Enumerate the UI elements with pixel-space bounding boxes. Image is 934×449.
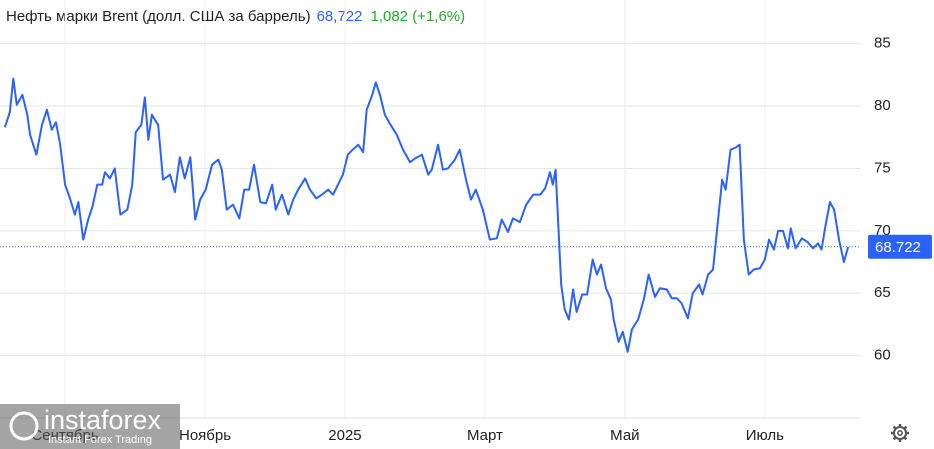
y-tick-label: 60	[874, 347, 891, 364]
x-tick-label: 2025	[328, 427, 361, 444]
price: 68,722	[317, 8, 363, 25]
y-tick-label: 70	[874, 222, 891, 239]
watermark-tagline: Instant Forex Trading	[48, 434, 152, 446]
plot-area	[0, 0, 860, 419]
price-line	[3, 77, 850, 353]
title: Нефть марки Brent (долл. США за баррель)	[6, 8, 311, 25]
last-value-label: 68.722	[875, 239, 921, 256]
gear-teeth	[891, 424, 909, 442]
watermark-box	[0, 404, 180, 449]
y-tick-label: 75	[874, 159, 891, 176]
settings-icon[interactable]	[891, 424, 909, 442]
x-tick-label: Май	[610, 427, 639, 444]
last-value-tag	[868, 234, 932, 259]
x-tick-label: Март	[467, 427, 503, 444]
change: 1,082 (+1,6%)	[370, 8, 465, 25]
x-tick-label: Ноябрь	[179, 427, 231, 444]
watermark-logo	[9, 411, 39, 441]
gear-hole	[897, 430, 903, 436]
watermark-brand: instaforex	[44, 405, 162, 435]
y-tick-label: 80	[874, 97, 891, 114]
x-tick-label: Июль	[746, 427, 784, 444]
chart-title: Нефть марки Brent (долл. США за баррель)…	[6, 8, 465, 25]
y-tick-label: 85	[874, 35, 891, 52]
y-tick-label: 65	[874, 284, 891, 301]
